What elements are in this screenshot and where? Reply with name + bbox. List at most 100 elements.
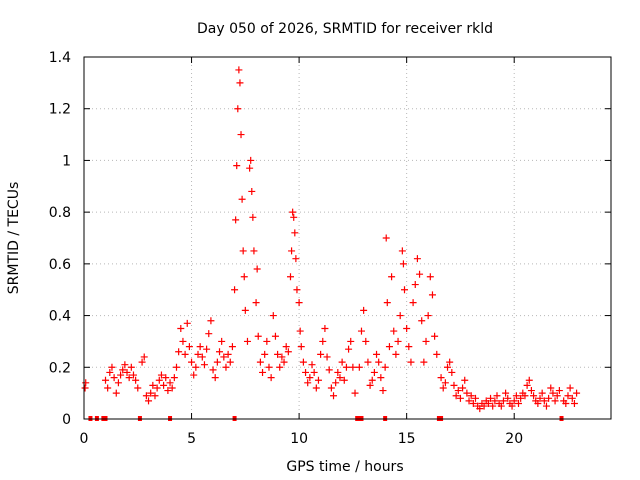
data-point: [422, 337, 430, 345]
data-point: [551, 397, 559, 405]
data-point: [239, 247, 247, 255]
x-tick-label: 20: [505, 431, 523, 447]
data-point: [347, 337, 355, 345]
y-tick-labels: 0 0.2 0.4 0.6 0.8 1 1.2 1.4: [49, 50, 71, 428]
data-point: [321, 325, 329, 332]
data-point: [379, 387, 387, 395]
y-tick-label: 0.4: [49, 309, 71, 325]
data-point: [306, 374, 314, 382]
data-point: [536, 394, 544, 402]
data-point: [323, 353, 331, 361]
data-point: [259, 368, 267, 376]
data-point: [564, 392, 572, 400]
data-point: [308, 361, 316, 369]
data-point: [512, 392, 520, 400]
data-point: [450, 381, 458, 389]
y-axis-label: SRMTID / TECUs: [6, 182, 22, 295]
data-point: [502, 389, 510, 397]
data-point: [461, 376, 469, 384]
x-tick-label: 10: [290, 431, 308, 447]
data-point: [153, 384, 161, 392]
data-point: [269, 312, 277, 320]
data-point: [573, 389, 581, 397]
data-point: [190, 371, 198, 379]
data-point: [381, 363, 389, 371]
data-point: [547, 384, 555, 392]
data-point: [280, 358, 288, 366]
data-point: [493, 392, 501, 400]
x-axis-label: GPS time / hours: [286, 459, 403, 475]
data-point: [175, 348, 183, 356]
data-point: [302, 368, 310, 376]
data-point: [140, 353, 148, 361]
data-point: [278, 353, 286, 361]
x-tick-labels: 0 5 10 15 20: [80, 431, 524, 447]
data-point: [456, 394, 464, 402]
data-point: [253, 265, 261, 273]
data-point: [288, 247, 296, 255]
data-point: [207, 317, 215, 325]
data-point: [276, 363, 284, 371]
data-point: [385, 343, 393, 351]
data-point: [232, 216, 240, 224]
data-point: [274, 350, 282, 358]
chart-title: Day 050 of 2026, SRMTID for receiver rkl…: [197, 21, 493, 37]
data-point: [416, 270, 424, 278]
data-point: [194, 350, 202, 358]
data-point: [252, 299, 260, 307]
data-point: [243, 337, 251, 345]
data-point: [480, 402, 488, 410]
data-point: [145, 397, 153, 405]
data-point: [284, 348, 292, 356]
data-point: [401, 286, 409, 294]
data-point: [317, 350, 325, 358]
data-point: [181, 350, 189, 358]
data-point: [157, 371, 165, 379]
y-tick-label: 1.2: [49, 102, 71, 118]
data-point: [134, 384, 142, 392]
data-point: [198, 353, 206, 361]
data-point: [241, 306, 249, 314]
data-point: [534, 399, 542, 407]
x-tick-label: 15: [398, 431, 416, 447]
data-point: [119, 366, 127, 374]
data-point: [368, 376, 376, 384]
data-point: [196, 343, 204, 351]
data-point: [218, 337, 226, 345]
data-point: [336, 374, 344, 382]
data-point: [155, 376, 163, 384]
data-point: [454, 387, 462, 395]
data-point: [399, 260, 407, 268]
data-point: [292, 255, 300, 263]
data-point: [405, 343, 413, 351]
data-point: [366, 381, 374, 389]
data-point: [562, 399, 570, 407]
data-point: [409, 299, 417, 307]
data-point: [327, 384, 335, 392]
data-point: [515, 399, 523, 407]
data-point: [394, 337, 402, 345]
data-point: [123, 368, 131, 376]
data-point: [177, 325, 185, 332]
data-point: [256, 358, 264, 366]
data-point: [433, 350, 441, 358]
data-point: [375, 358, 383, 366]
data-point: [263, 337, 271, 345]
x-tick-label: 5: [187, 431, 196, 447]
data-point: [233, 162, 241, 170]
data-point: [542, 402, 550, 410]
data-point: [246, 164, 254, 172]
data-point: [81, 384, 89, 392]
data-point: [220, 353, 228, 361]
data-point: [527, 387, 535, 395]
data-point: [168, 384, 176, 392]
data-point: [553, 392, 561, 400]
data-point: [250, 247, 258, 255]
data-point: [282, 343, 290, 351]
data-point: [570, 399, 578, 407]
data-point: [249, 213, 257, 221]
data-point: [125, 374, 133, 382]
data-point: [129, 371, 137, 379]
data-point: [377, 374, 385, 382]
